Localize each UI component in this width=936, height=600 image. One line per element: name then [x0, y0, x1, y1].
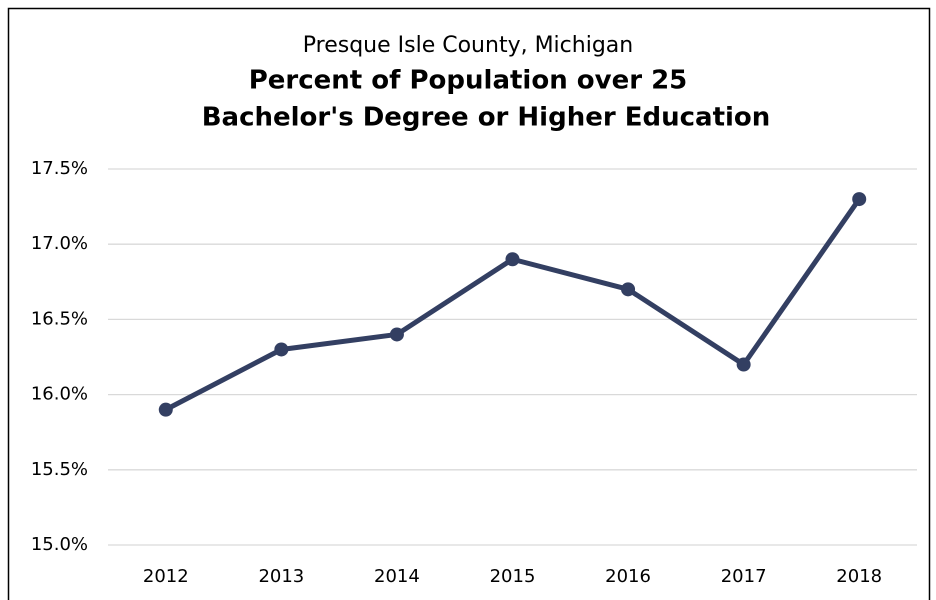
y-tick-label: 15.0% [31, 534, 88, 555]
x-tick-label: 2017 [721, 566, 767, 587]
y-tick-label: 16.5% [31, 308, 88, 329]
data-point [621, 282, 636, 297]
y-tick-label: 15.5% [31, 459, 88, 480]
x-tick-label: 2013 [258, 566, 304, 587]
data-point [736, 357, 751, 372]
x-tick-label: 2016 [605, 566, 651, 587]
y-tick-label: 17.5% [31, 158, 88, 179]
x-tick-label: 2018 [836, 566, 882, 587]
x-tick-label: 2015 [490, 566, 536, 587]
x-tick-label: 2012 [143, 566, 189, 587]
chart-title: Bachelor's Degree or Higher Education [202, 103, 771, 133]
y-tick-label: 16.0% [31, 384, 88, 405]
data-point [389, 327, 404, 342]
x-tick-label: 2014 [374, 566, 420, 587]
data-point [505, 252, 520, 267]
chart-subtitle: Presque Isle County, Michigan [303, 33, 633, 58]
data-point [158, 402, 173, 417]
data-point [852, 192, 867, 207]
y-tick-label: 17.0% [31, 233, 88, 254]
chart-border [7, 7, 931, 600]
data-line [164, 197, 862, 412]
data-point [274, 342, 289, 357]
chart-title: Percent of Population over 25 [249, 66, 688, 96]
